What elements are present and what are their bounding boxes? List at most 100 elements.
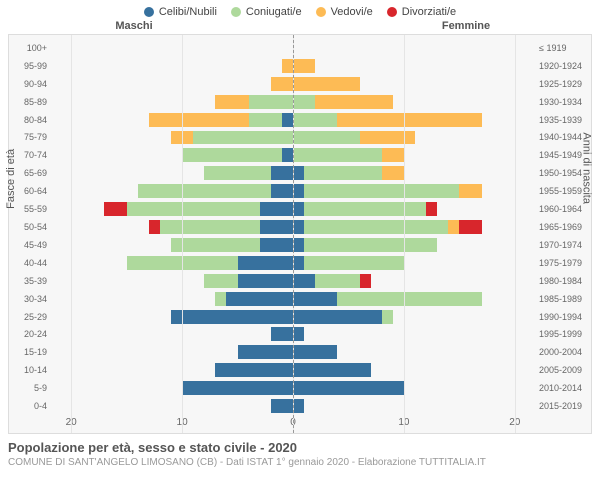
bar-segment [293, 310, 382, 324]
male-half [49, 326, 293, 344]
legend-swatch [231, 7, 241, 17]
legend-swatch [316, 7, 326, 17]
bar-segment [249, 113, 282, 127]
gender-headers: Maschi Femmine [8, 20, 592, 32]
age-label: 75-79 [11, 129, 47, 147]
female-half [293, 326, 537, 344]
birth-label: 1965-1969 [539, 218, 589, 236]
bar-segment [293, 399, 304, 413]
legend-item: Celibi/Nubili [144, 6, 217, 18]
bar-segment [293, 220, 304, 234]
legend-label: Celibi/Nubili [159, 6, 217, 18]
bar-segment [304, 220, 448, 234]
birth-label: 2010-2014 [539, 379, 589, 397]
bar-segment [293, 292, 337, 306]
age-label: 55-59 [11, 200, 47, 218]
bar-segment [315, 95, 393, 109]
bar-segment [382, 310, 393, 324]
bar-segment [104, 202, 126, 216]
bar-segment [293, 184, 304, 198]
bar-segment [459, 220, 481, 234]
bar-segment [160, 220, 260, 234]
birth-label: 1970-1974 [539, 236, 589, 254]
age-label: 25-29 [11, 308, 47, 326]
male-half [49, 111, 293, 129]
bar-segment [271, 77, 293, 91]
birth-label: ≤ 1919 [539, 39, 589, 57]
male-half [49, 254, 293, 272]
birth-label: 1940-1944 [539, 129, 589, 147]
female-half [293, 343, 537, 361]
bar-segment [293, 166, 304, 180]
female-half [293, 75, 537, 93]
birth-label: 1945-1949 [539, 146, 589, 164]
plot-area: Fasce di età Anni di nascita 100+95-9990… [8, 34, 592, 434]
male-half [49, 164, 293, 182]
bar-segment [215, 363, 293, 377]
male-half [49, 39, 293, 57]
female-half [293, 93, 537, 111]
bar-segment [271, 327, 293, 341]
female-half [293, 200, 537, 218]
male-half [49, 290, 293, 308]
male-half [49, 218, 293, 236]
bar-segment [360, 131, 415, 145]
age-label: 90-94 [11, 75, 47, 93]
age-label: 65-69 [11, 164, 47, 182]
bar-segment [138, 184, 271, 198]
gridline [515, 35, 516, 433]
bar-segment [360, 274, 371, 288]
female-half [293, 290, 537, 308]
bar-segment [149, 220, 160, 234]
bar-segment [315, 274, 359, 288]
legend-item: Vedovi/e [316, 6, 373, 18]
male-half [49, 182, 293, 200]
bar-segment [448, 220, 459, 234]
birth-label: 2000-2004 [539, 343, 589, 361]
bar-segment [260, 238, 293, 252]
bar-segment [293, 345, 337, 359]
male-half [49, 343, 293, 361]
legend-label: Vedovi/e [331, 6, 373, 18]
bar-segment [293, 131, 360, 145]
bar-segment [337, 292, 481, 306]
bar-segment [304, 166, 382, 180]
male-half [49, 379, 293, 397]
female-half [293, 164, 537, 182]
male-half [49, 200, 293, 218]
age-label: 95-99 [11, 57, 47, 75]
bar-segment [271, 184, 293, 198]
birth-label: 1955-1959 [539, 182, 589, 200]
gridline [404, 35, 405, 433]
birth-label: 1985-1989 [539, 290, 589, 308]
male-half [49, 75, 293, 93]
age-label: 80-84 [11, 111, 47, 129]
bar-segment [193, 131, 293, 145]
legend-item: Divorziati/e [387, 6, 456, 18]
bar-segment [238, 274, 293, 288]
birth-label: 1925-1929 [539, 75, 589, 93]
female-half [293, 308, 537, 326]
bar-segment [304, 256, 404, 270]
birth-label: 1995-1999 [539, 326, 589, 344]
male-half [49, 129, 293, 147]
birth-label: 1975-1979 [539, 254, 589, 272]
male-half [49, 308, 293, 326]
age-label: 30-34 [11, 290, 47, 308]
bar-segment [215, 292, 226, 306]
legend-item: Coniugati/e [231, 6, 302, 18]
male-half [49, 361, 293, 379]
male-half [49, 57, 293, 75]
bar-segment [304, 202, 426, 216]
birth-label: 1935-1939 [539, 111, 589, 129]
birth-label: 1980-1984 [539, 272, 589, 290]
legend-label: Coniugati/e [246, 6, 302, 18]
female-half [293, 39, 537, 57]
age-label: 50-54 [11, 218, 47, 236]
age-label: 0-4 [11, 397, 47, 415]
bar-segment [282, 113, 293, 127]
female-half [293, 254, 537, 272]
age-label: 85-89 [11, 93, 47, 111]
birth-label: 2005-2009 [539, 361, 589, 379]
bar-segment [171, 238, 260, 252]
